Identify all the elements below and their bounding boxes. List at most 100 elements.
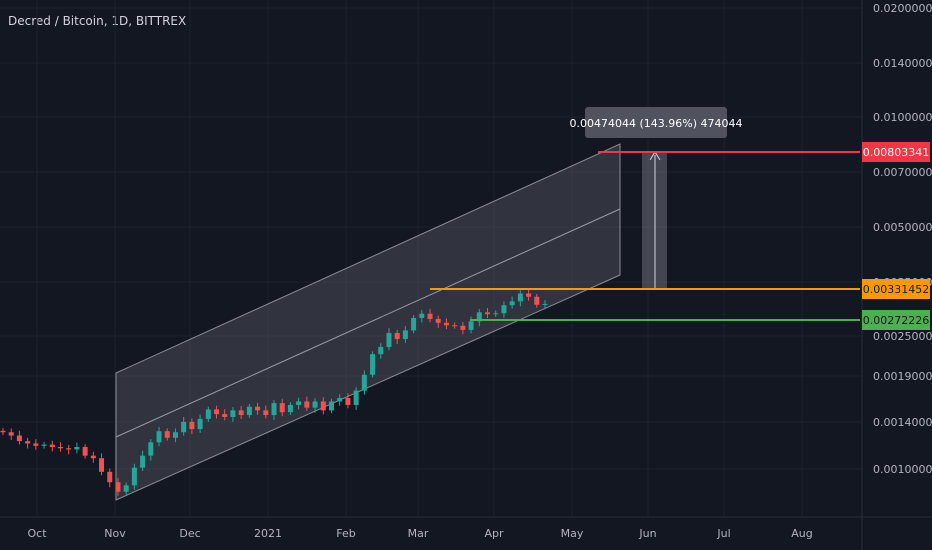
measure-tooltip: 0.00474044 (143.96%) 474044 [570,107,743,138]
candle-body [214,409,220,415]
candle-body [0,430,6,433]
candle-body [443,322,449,326]
candle-body [501,305,507,314]
candle-body [82,447,88,456]
price-tag-target: 0.00803341 [862,142,930,162]
candle-body [156,431,162,443]
candle-body [411,317,417,331]
candle-body [246,406,252,416]
time-tick-label: Apr [484,527,504,540]
price-tag-target-label: 0.00803341 [863,146,929,159]
candle-body [402,330,408,339]
candle-body [49,444,55,448]
candle-body [197,418,203,430]
regression-midline [115,208,621,438]
candle-body [131,467,137,486]
price-tag-breakout: 0.00331452 [862,279,930,299]
candle-body [493,313,499,315]
candle-body [361,374,367,391]
candle-body [8,432,14,436]
grid-lines [0,0,862,517]
candle-body [328,401,334,411]
candle-body [189,421,195,430]
candle-body [337,398,343,402]
candle-body [517,293,523,302]
candle-body [386,333,392,347]
time-tick-label: Oct [27,527,47,540]
candle-body [263,410,269,416]
candle-body [66,448,72,450]
candle-body [57,447,63,449]
time-tick-label: Dec [179,527,200,540]
candle-body [238,410,244,416]
candle-body [370,354,376,375]
candle-body [534,296,540,305]
time-tick-label: Jun [638,527,656,540]
candle-body [279,403,285,413]
candle-body [172,432,178,438]
chart-title: Decred / Bitcoin, 1D, BITTREX [8,14,187,28]
candle-body [345,398,351,405]
time-tick-label: Jul [716,527,730,540]
candle-body [427,313,433,319]
time-tick-label: Feb [336,527,355,540]
time-tick-label: Aug [791,527,812,540]
candle-body [435,318,441,323]
candle-body [205,409,211,419]
candle-body [90,455,96,459]
candle-body [181,421,187,433]
price-tag-support-label: 0.00272226 [863,314,929,327]
candle-body [287,404,293,413]
candle-body [452,325,458,327]
candle-body [509,301,515,306]
candle-body [25,441,31,444]
candle-body [460,325,466,330]
candle-body [526,293,532,297]
candle-body [255,406,261,411]
price-tag-support: 0.00272226 [862,310,930,330]
time-tick-label: Mar [408,527,429,540]
candle-body [468,321,474,330]
candle-body [74,447,80,450]
time-tick-label: Nov [104,527,126,540]
candle-body [485,312,491,315]
candle-body [304,401,310,408]
time-tick-label: 2021 [254,527,282,540]
candle-body [271,403,277,416]
price-tick-label: 0.00100000 [873,463,932,476]
candle-body [115,482,121,492]
candle-body [394,333,400,339]
candle-body [16,435,22,442]
candle-body [476,312,482,322]
candle-body [320,401,326,411]
candle-body [542,303,548,305]
candle-body [296,401,302,405]
candle-body [419,313,425,318]
candle-body [378,346,384,355]
time-tick-label: May [561,527,584,540]
candle-body [123,485,129,492]
price-tag-breakout-label: 0.00331452 [863,283,929,296]
candle-body [33,443,39,446]
candles [0,289,548,496]
candle-body [140,455,146,468]
candle-body [99,458,105,472]
candle-body [353,390,359,405]
candle-body [222,414,228,417]
candle-body [230,410,236,417]
candle-body [41,444,47,446]
candle-body [312,401,318,408]
regression-channel[interactable] [115,143,621,501]
time-axis[interactable]: Oct Nov Dec 2021 Feb Mar Apr May Jun Jul Aug [27,527,812,540]
